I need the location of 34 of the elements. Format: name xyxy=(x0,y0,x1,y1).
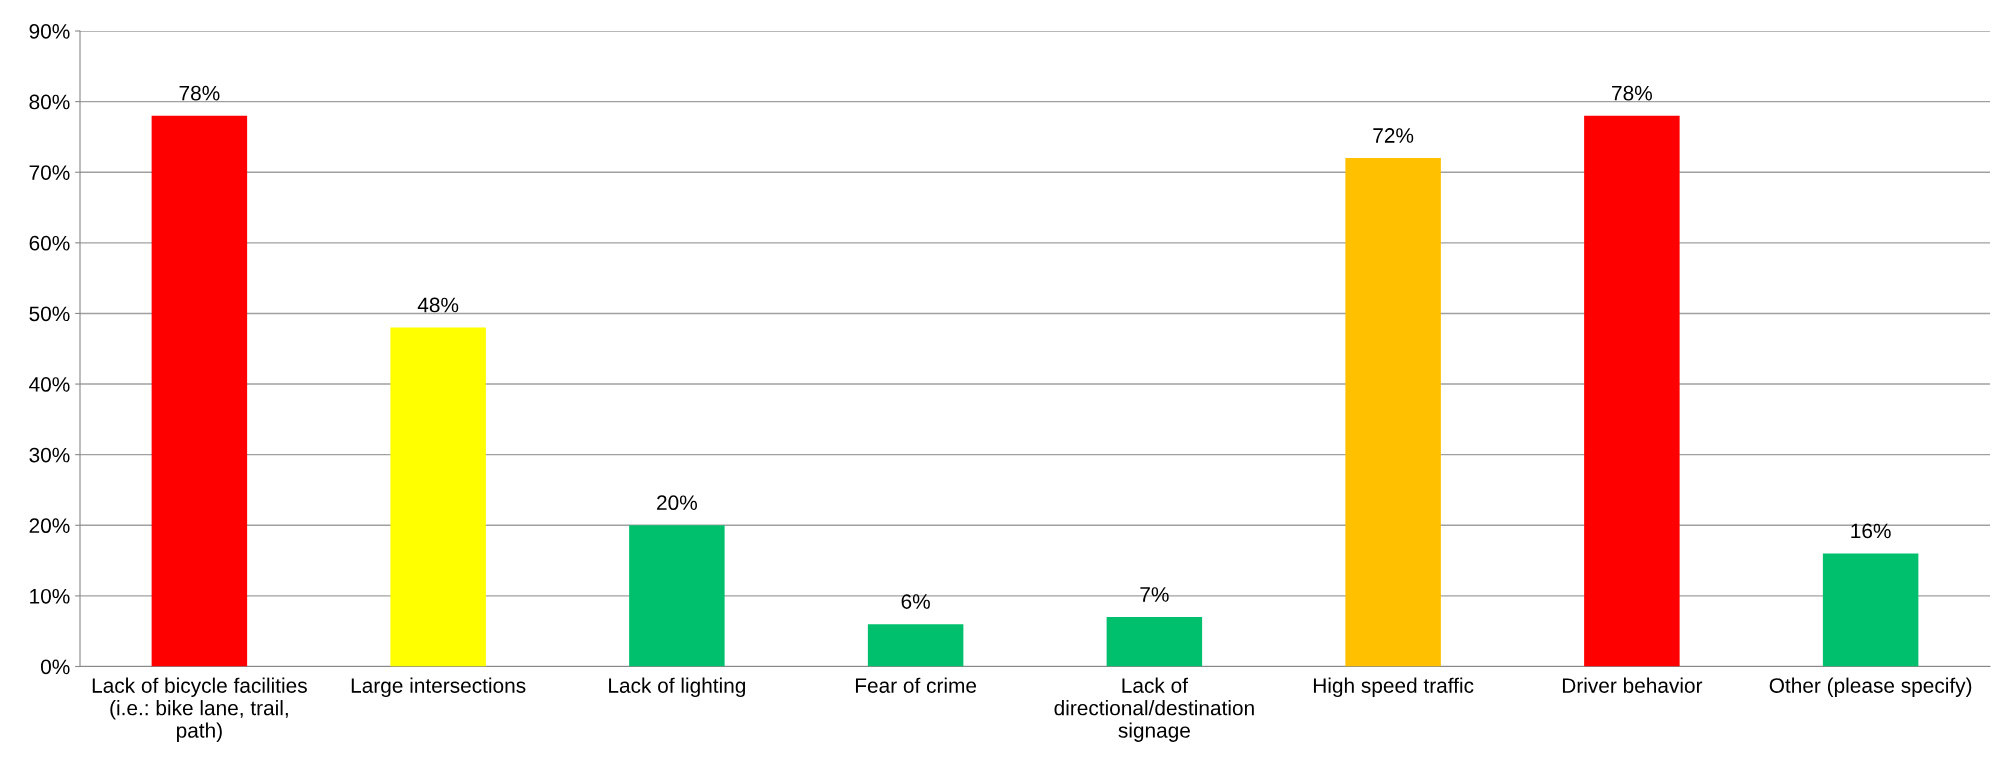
bar xyxy=(1584,115,1680,667)
data-label: 78% xyxy=(1612,85,1652,101)
data-label: 72% xyxy=(1373,128,1414,143)
y-tick-label: 40% xyxy=(29,377,70,392)
data-label: 6% xyxy=(901,594,930,609)
x-tick-label: Lack of lighting xyxy=(609,677,746,698)
y-tick-label: 0% xyxy=(40,659,70,675)
x-tick-label: Lack of bicycle facilities (i.e.: bike lane, trail, path) xyxy=(92,677,307,742)
data-label: 48% xyxy=(417,297,459,313)
y-tick-label: 60% xyxy=(29,235,70,251)
x-tick-label: High speed traffic xyxy=(1313,677,1474,698)
y-tick-label: 90% xyxy=(29,24,70,39)
bar xyxy=(1822,553,1919,667)
y-tick-label: 10% xyxy=(30,588,70,604)
y-tick-label: 20% xyxy=(29,518,70,534)
bar xyxy=(629,525,725,667)
bar xyxy=(1345,158,1441,667)
y-tick-label: 80% xyxy=(29,94,70,110)
bar xyxy=(390,327,486,667)
data-label: 78% xyxy=(179,85,220,101)
y-tick-label: 50% xyxy=(29,306,70,322)
data-label: 20% xyxy=(657,495,697,511)
data-label: 7% xyxy=(1140,587,1169,602)
y-tick-label: 70% xyxy=(29,165,70,180)
bar xyxy=(1106,617,1203,667)
x-tick-label: Lack of directional/destination signage xyxy=(1054,677,1254,742)
y-tick-label: 30% xyxy=(29,447,70,463)
x-tick-label: Fear of crime xyxy=(855,677,977,693)
x-tick-label: Large intersections xyxy=(351,677,526,698)
bar xyxy=(151,115,248,667)
x-tick-label: Other (please specify) xyxy=(1769,677,1972,698)
x-tick-label: Driver behavior xyxy=(1562,677,1703,693)
bar xyxy=(867,624,964,667)
data-label: 16% xyxy=(1851,523,1891,539)
